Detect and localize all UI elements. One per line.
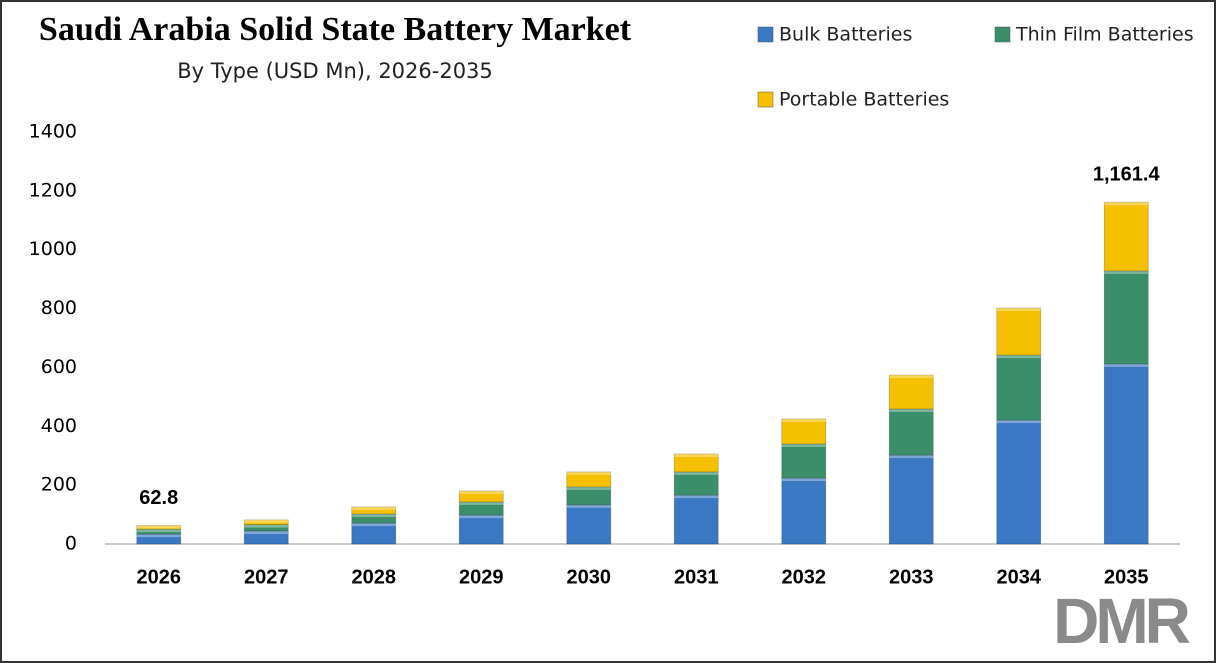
y-tick-label: 800 <box>41 297 77 319</box>
bar-segment <box>996 307 1042 356</box>
y-tick-label: 600 <box>41 356 77 378</box>
logo: DMR <box>1053 585 1194 657</box>
bar-highlight <box>1104 270 1149 274</box>
bar-segment <box>351 506 397 515</box>
legend-swatch <box>757 91 774 108</box>
bar-highlight <box>889 455 934 459</box>
x-tick-label: 2033 <box>889 566 934 588</box>
bar-highlight <box>674 453 719 457</box>
legend-label: Thin Film Batteries <box>1015 24 1194 46</box>
bar-highlight <box>996 355 1041 359</box>
bar-highlight <box>459 491 504 495</box>
chart-subtitle: By Type (USD Mn), 2026-2035 <box>177 59 493 83</box>
bar-segment <box>781 418 827 445</box>
bar-highlight <box>136 529 181 533</box>
bar-segment <box>566 471 612 488</box>
total-label: 1,161.4 <box>1093 163 1161 185</box>
bar-highlight <box>889 408 934 412</box>
legend-swatch <box>994 26 1011 43</box>
bar-highlight <box>244 531 289 535</box>
y-tick-label: 0 <box>65 533 77 555</box>
chart-title: Saudi Arabia Solid State Battery Market <box>39 11 632 48</box>
bar-highlight <box>136 525 181 529</box>
bar-segment <box>566 504 612 545</box>
bar-segment <box>673 471 719 496</box>
bar-highlight <box>781 478 826 482</box>
bar-highlight <box>566 486 611 490</box>
bar-segment <box>781 443 827 479</box>
bar-highlight <box>996 420 1041 424</box>
x-tick-label: 2034 <box>997 566 1042 588</box>
legend-label: Bulk Batteries <box>779 24 912 46</box>
y-tick-label: 1200 <box>29 179 77 201</box>
bar-highlight <box>459 501 504 505</box>
bar-highlight <box>351 513 396 517</box>
bar-segment <box>243 519 289 525</box>
bar-highlight <box>244 519 289 523</box>
bar-segment <box>1103 270 1149 365</box>
bar-segment <box>673 453 719 473</box>
legend-swatch <box>757 26 774 43</box>
bar-highlight <box>889 375 934 379</box>
bar-highlight <box>674 495 719 499</box>
bar-segment <box>1103 201 1149 272</box>
bar-highlight <box>136 534 181 538</box>
bar-segment <box>888 408 934 456</box>
bar-highlight <box>1104 202 1149 206</box>
x-tick-label: 2028 <box>352 566 397 588</box>
bar-segment <box>996 354 1042 421</box>
x-tick-label: 2031 <box>674 566 719 588</box>
bar-segment <box>673 494 719 545</box>
bar-segment <box>1103 363 1149 545</box>
x-tick-label: 2032 <box>782 566 827 588</box>
x-tick-label: 2029 <box>459 566 504 588</box>
bar-highlight <box>674 471 719 475</box>
bar-segment <box>351 522 397 545</box>
bar-highlight <box>781 418 826 422</box>
x-tick-label: 2030 <box>567 566 612 588</box>
total-label: 62.8 <box>139 487 178 509</box>
bar-highlight <box>781 443 826 447</box>
y-tick-label: 1000 <box>29 238 77 260</box>
bar-highlight <box>459 515 504 519</box>
x-tick-label: 2027 <box>244 566 289 588</box>
bar-segment <box>136 525 182 530</box>
y-tick-label: 1400 <box>29 121 77 143</box>
bar-segment <box>781 477 827 545</box>
x-tick-label: 2035 <box>1104 566 1149 588</box>
bar-highlight <box>351 506 396 510</box>
bar-highlight <box>996 307 1041 311</box>
bar-segment <box>458 514 504 545</box>
bar-highlight <box>244 524 289 528</box>
bar-segment <box>996 419 1042 545</box>
bar-segment <box>888 454 934 545</box>
bar-highlight <box>351 523 396 527</box>
y-tick-label: 400 <box>41 415 77 437</box>
bar-highlight <box>566 504 611 508</box>
bar-segment <box>458 490 504 503</box>
logo-text: DMR <box>1053 585 1190 657</box>
bar-highlight <box>566 471 611 475</box>
x-tick-label: 2026 <box>137 566 182 588</box>
y-tick-label: 200 <box>41 474 77 496</box>
legend-label: Portable Batteries <box>779 89 949 111</box>
bar-highlight <box>1104 363 1149 367</box>
bar-segment <box>888 374 934 410</box>
